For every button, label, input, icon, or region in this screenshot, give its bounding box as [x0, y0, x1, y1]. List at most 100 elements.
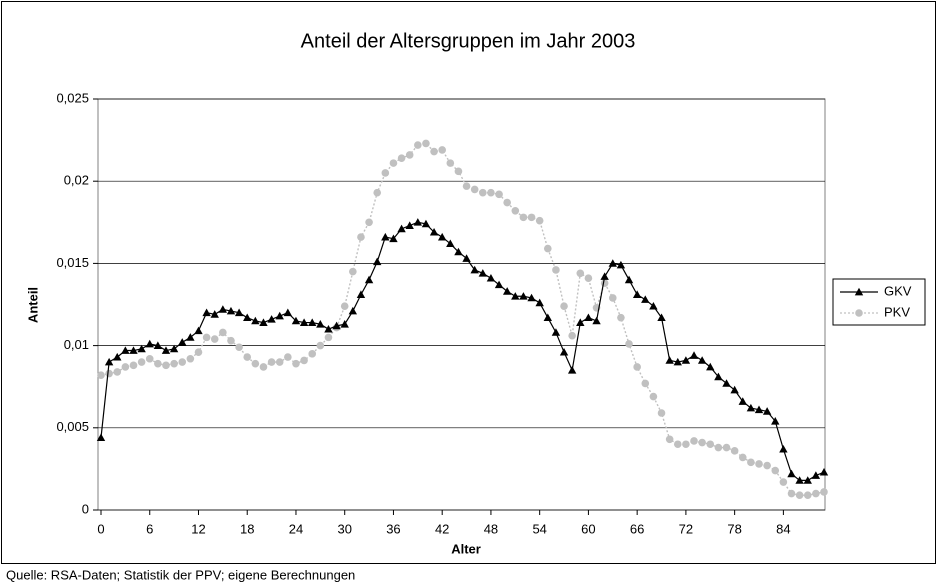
marker: [365, 218, 373, 227]
marker: [446, 239, 455, 248]
marker: [665, 356, 674, 364]
marker: [673, 440, 682, 449]
marker: [291, 316, 301, 325]
marker: [519, 292, 528, 300]
x-tick-label: 72: [679, 521, 693, 536]
marker: [576, 318, 585, 326]
marker: [259, 318, 268, 326]
x-tick-label: 12: [191, 521, 205, 536]
marker: [567, 366, 577, 374]
marker: [690, 437, 698, 445]
x-tick-label: 24: [289, 521, 303, 536]
marker: [462, 254, 471, 262]
marker: [495, 190, 503, 199]
marker: [202, 308, 211, 317]
marker: [454, 167, 463, 176]
marker: [632, 290, 642, 298]
marker: [405, 221, 414, 229]
marker: [178, 338, 187, 346]
marker: [568, 331, 576, 340]
y-tick-label: 0: [82, 501, 89, 516]
marker: [819, 467, 829, 476]
x-tick-label: 54: [532, 521, 546, 536]
marker: [219, 328, 227, 337]
marker: [470, 185, 479, 194]
marker: [97, 371, 105, 379]
marker: [803, 491, 812, 500]
marker: [511, 206, 520, 215]
marker: [487, 188, 495, 197]
marker: [738, 397, 747, 405]
marker: [292, 359, 300, 368]
source-note: Quelle: RSA-Daten; Statistik der PPV; ei…: [6, 567, 355, 582]
marker: [169, 344, 179, 353]
marker: [267, 315, 276, 323]
marker: [227, 336, 235, 345]
marker: [429, 227, 439, 236]
marker: [186, 333, 195, 341]
marker: [414, 141, 422, 149]
marker: [324, 324, 333, 333]
marker: [129, 346, 138, 354]
marker: [210, 310, 219, 318]
marker: [576, 269, 585, 278]
marker: [559, 347, 569, 356]
marker: [543, 244, 552, 253]
marker: [479, 188, 487, 197]
marker: [617, 313, 625, 322]
marker: [633, 363, 641, 371]
marker: [251, 316, 260, 325]
marker: [316, 320, 325, 328]
marker: [340, 320, 349, 328]
marker: [584, 313, 593, 322]
marker: [422, 139, 430, 148]
marker: [324, 333, 333, 342]
marker: [779, 444, 788, 453]
marker: [527, 213, 536, 222]
marker: [689, 351, 699, 359]
marker: [154, 359, 162, 368]
marker: [454, 247, 463, 256]
y-axis-label: Anteil: [25, 287, 40, 323]
marker: [795, 491, 804, 500]
marker: [600, 272, 609, 280]
marker: [284, 353, 292, 361]
marker: [113, 352, 122, 361]
marker: [186, 354, 195, 363]
marker: [641, 379, 650, 388]
marker: [121, 346, 130, 354]
marker: [511, 292, 520, 300]
y-tick-label: 0,005: [56, 419, 89, 434]
marker: [649, 392, 658, 401]
marker: [470, 265, 479, 274]
marker: [373, 257, 382, 266]
marker: [714, 443, 723, 452]
marker: [811, 471, 821, 479]
marker: [682, 440, 690, 449]
marker: [494, 280, 504, 289]
legend-label: GKV: [884, 283, 912, 298]
marker: [340, 302, 349, 310]
marker: [657, 313, 666, 322]
marker: [234, 308, 244, 317]
marker: [608, 259, 617, 267]
y-tick-label: 0,02: [64, 173, 89, 188]
marker: [332, 321, 341, 330]
marker: [754, 405, 764, 414]
marker: [486, 273, 496, 282]
marker: [665, 435, 674, 444]
marker: [625, 340, 633, 348]
x-tick-label: 18: [240, 521, 254, 536]
marker: [121, 363, 130, 371]
y-tick-label: 0,015: [56, 255, 89, 270]
marker: [535, 298, 544, 307]
marker: [267, 358, 276, 366]
marker: [373, 188, 382, 197]
marker: [657, 409, 666, 417]
marker: [104, 357, 114, 366]
legend-label: PKV: [884, 304, 910, 319]
marker: [787, 489, 796, 498]
marker: [552, 266, 560, 274]
marker: [300, 356, 308, 365]
marker: [413, 218, 423, 226]
